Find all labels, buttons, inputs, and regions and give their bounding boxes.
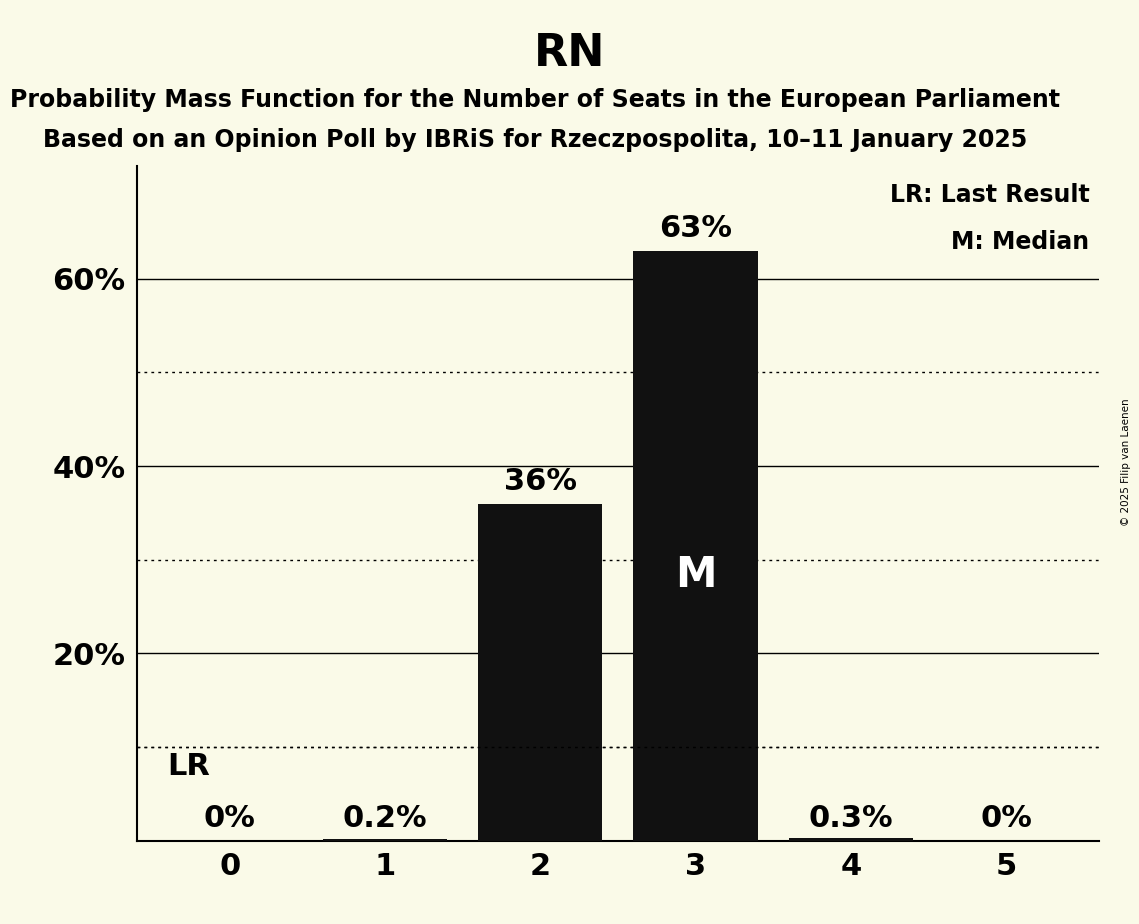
Bar — [788, 838, 912, 841]
Text: 0%: 0% — [204, 805, 256, 833]
Text: 0%: 0% — [980, 805, 1032, 833]
Text: M: Median: M: Median — [951, 230, 1090, 254]
Text: 36%: 36% — [503, 468, 576, 496]
Text: RN: RN — [534, 32, 605, 76]
Bar — [478, 504, 603, 841]
Text: 0.2%: 0.2% — [343, 805, 427, 833]
Text: © 2025 Filip van Laenen: © 2025 Filip van Laenen — [1121, 398, 1131, 526]
Text: LR: LR — [167, 752, 211, 781]
Text: Probability Mass Function for the Number of Seats in the European Parliament: Probability Mass Function for the Number… — [10, 88, 1060, 112]
Bar — [633, 250, 757, 841]
Text: Based on an Opinion Poll by IBRiS for Rzeczpospolita, 10–11 January 2025: Based on an Opinion Poll by IBRiS for Rz… — [43, 128, 1027, 152]
Text: M: M — [674, 554, 716, 596]
Text: 0.3%: 0.3% — [809, 805, 893, 833]
Text: LR: Last Result: LR: Last Result — [890, 183, 1090, 207]
Bar — [323, 839, 448, 841]
Text: 63%: 63% — [659, 214, 732, 243]
